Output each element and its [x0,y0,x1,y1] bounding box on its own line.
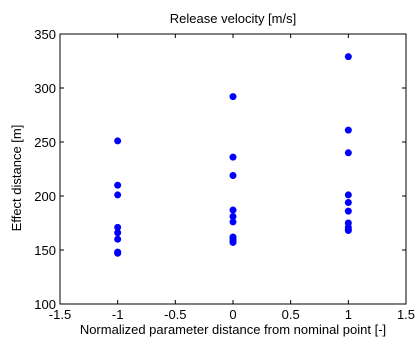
x-tick-label: 0.5 [282,307,300,322]
chart-title: Release velocity [m/s] [170,11,296,26]
data-point [345,199,352,206]
x-tick-label: 1 [345,307,352,322]
y-tick-label: 150 [34,243,56,258]
x-tick-label: -1 [112,307,124,322]
data-point [345,227,352,234]
data-point [345,191,352,198]
y-tick-label: 350 [34,27,56,42]
x-axis-label: Normalized parameter distance from nomin… [80,322,386,337]
y-tick-label: 300 [34,81,56,96]
x-tick-label: -0.5 [164,307,186,322]
data-point [114,236,121,243]
data-point [345,127,352,134]
data-point [345,208,352,215]
data-point [230,207,237,214]
data-point [230,154,237,161]
data-point [114,137,121,144]
x-tick-label: 1.5 [397,307,415,322]
data-point [114,229,121,236]
data-point [230,239,237,246]
data-point [114,182,121,189]
y-axis-label: Effect distance [m] [9,125,24,232]
y-tick-label: 200 [34,189,56,204]
data-point [230,218,237,225]
plot-area [60,34,406,304]
data-point [230,93,237,100]
x-tick-label: 0 [229,307,236,322]
y-tick-label: 100 [34,297,56,312]
data-point [345,53,352,60]
y-tick-label: 250 [34,135,56,150]
data-point [345,149,352,156]
data-point [114,191,121,198]
data-point [114,250,121,257]
data-point [230,172,237,179]
